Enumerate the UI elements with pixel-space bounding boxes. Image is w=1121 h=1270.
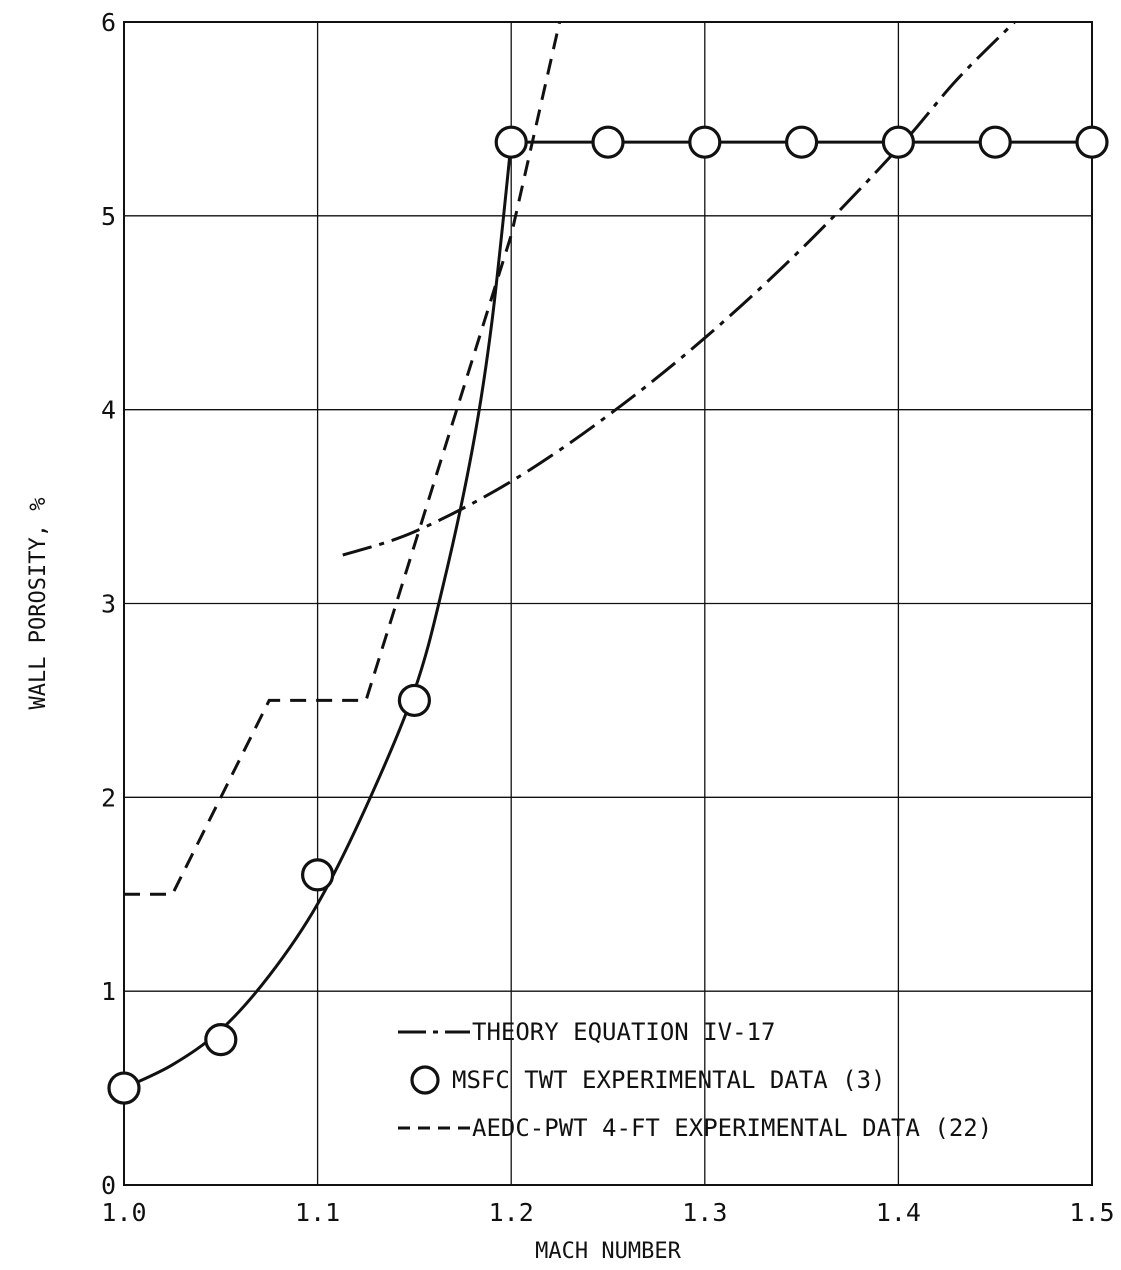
legend-label: AEDC-PWT 4-FT EXPERIMENTAL DATA (22) <box>472 1114 992 1142</box>
data-point <box>494 125 528 159</box>
x-tick-label: 1.4 <box>876 1198 921 1227</box>
y-tick-label: 5 <box>101 202 116 231</box>
series-line <box>123 140 1092 1090</box>
series <box>107 20 1109 1105</box>
y-tick-label: 1 <box>101 977 116 1006</box>
legend-symbol <box>410 1065 440 1095</box>
x-tick-label: 1.3 <box>682 1198 727 1227</box>
series-line <box>124 21 562 896</box>
data-point <box>591 125 625 159</box>
grid <box>123 21 1093 1186</box>
data-point <box>204 1023 238 1057</box>
data-point <box>397 683 431 718</box>
x-tick-label: 1.0 <box>101 1198 146 1227</box>
tick-labels: 1.0 1.1 1.2 1.3 1.4 1.5 0 1 2 3 4 5 6 <box>101 8 1115 1227</box>
data-point <box>107 1071 141 1105</box>
x-tick-label: 1.1 <box>295 1198 340 1227</box>
legend-label: THEORY EQUATION IV-17 <box>472 1018 775 1046</box>
legend: THEORY EQUATION IV-17 MSFC TWT EXPERIMENT… <box>398 1018 992 1142</box>
data-point <box>301 858 335 892</box>
y-tick-label: 4 <box>101 396 116 425</box>
plot-frame <box>123 21 1093 1186</box>
x-tick-label: 1.5 <box>1069 1198 1114 1227</box>
y-axis-title: WALL POROSITY, % <box>26 498 51 710</box>
y-tick-label: 0 <box>101 1171 116 1200</box>
data-point <box>978 125 1012 159</box>
legend-label: MSFC TWT EXPERIMENTAL DATA (3) <box>452 1066 885 1094</box>
y-tick-label: 6 <box>101 8 116 37</box>
y-tick-label: 3 <box>101 590 116 619</box>
data-point <box>1075 125 1109 159</box>
data-point <box>784 125 819 159</box>
x-tick-label: 1.2 <box>489 1198 534 1227</box>
data-point <box>881 125 916 159</box>
y-tick-label: 2 <box>101 783 116 812</box>
series-line <box>342 20 1016 557</box>
data-point <box>688 125 722 159</box>
x-axis-title: MACH NUMBER <box>535 1239 681 1264</box>
